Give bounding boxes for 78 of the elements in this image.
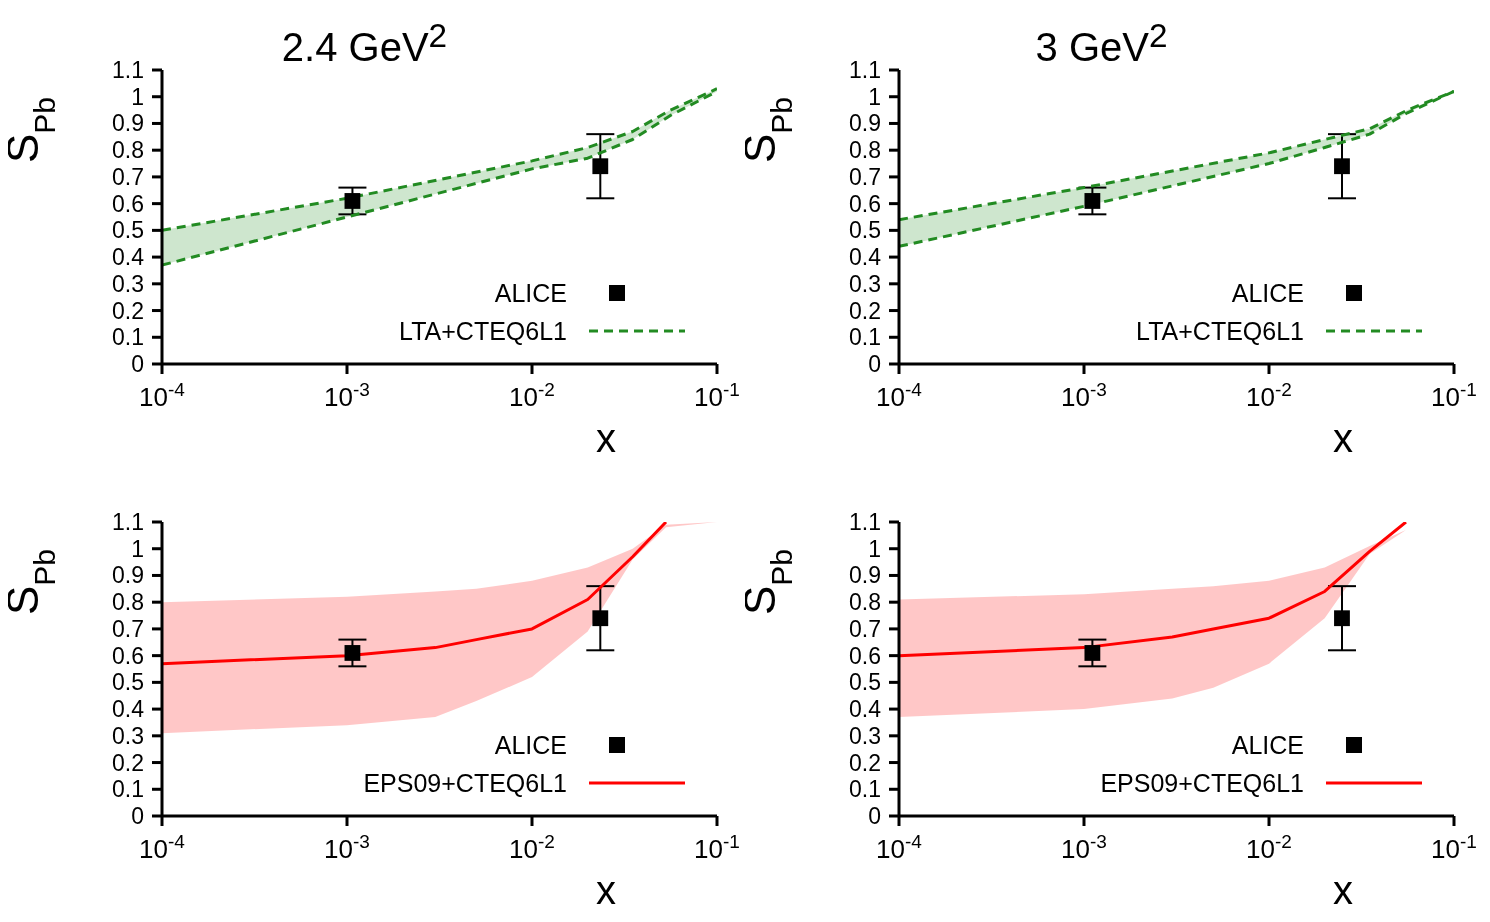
y-tick-label: 0.8: [849, 137, 881, 164]
y-tick-label: 0: [868, 351, 881, 377]
y-tick-label: 0.5: [112, 669, 144, 696]
y-tick-label: 0.4: [112, 244, 145, 271]
y-tick-label: 0: [868, 803, 881, 829]
x-tick-label: 10$^{-2}$: [509, 830, 555, 864]
y-tick-label: 1.1: [849, 57, 881, 83]
y-tick-label: 1: [868, 83, 881, 110]
y-tick-label: 0.8: [112, 589, 144, 616]
y-tick-label: 0.6: [849, 190, 881, 217]
x-axis-title: x: [596, 416, 616, 460]
x-axis-title: x: [1333, 868, 1353, 912]
y-tick-label: 0.6: [112, 190, 144, 217]
y-tick-label: 1.1: [849, 509, 881, 535]
y-tick-label: 0.7: [849, 615, 881, 642]
x-tick-label: 10$^{-2}$: [1246, 830, 1292, 864]
y-tick-label: 1: [868, 535, 881, 562]
y-tick-label: 0.7: [112, 163, 144, 190]
y-tick-label: 0.8: [849, 589, 881, 616]
x-tick-label: 10$^{-1}$: [1431, 830, 1477, 864]
x-axis-title: x: [1333, 416, 1353, 460]
x-tick-label: 10$^{-2}$: [509, 378, 555, 412]
y-tick-label: 0: [131, 803, 144, 829]
x-tick-label: 10$^{-4}$: [139, 830, 186, 864]
y-tick-label: 0.4: [112, 696, 145, 723]
y-tick-label: 0.6: [112, 642, 144, 669]
y-tick-label: 0.3: [112, 722, 144, 749]
x-tick-label: 10$^{-4}$: [139, 378, 186, 412]
legend-label: LTA+CTEQ6L1: [399, 316, 567, 346]
y-tick-label: 0.9: [112, 562, 144, 589]
x-tick-label: 10$^{-2}$: [1246, 378, 1292, 412]
y-tick-label: 0.4: [849, 244, 882, 271]
x-tick-label: 10$^{-3}$: [324, 830, 370, 864]
x-tick-label: 10$^{-4}$: [876, 378, 923, 412]
chart-title: 3 GeV$^{2}$: [1035, 17, 1168, 70]
y-tick-label: 0.1: [112, 776, 144, 803]
legend-label: LTA+CTEQ6L1: [1136, 316, 1304, 346]
y-tick-label: 0.1: [849, 324, 881, 351]
y-tick-label: 0.6: [849, 642, 881, 669]
y-tick-label: 0.3: [849, 722, 881, 749]
y-tick-label: 1: [131, 83, 144, 110]
x-axis-title: x: [596, 868, 616, 912]
y-tick-label: 0.9: [849, 110, 881, 137]
y-tick-label: 0.5: [849, 669, 881, 696]
y-tick-label: 1.1: [112, 57, 144, 83]
y-tick-label: 0.2: [112, 297, 144, 324]
legend-label: EPS09+CTEQ6L1: [1100, 768, 1304, 798]
y-tick-label: 0.7: [112, 615, 144, 642]
y-tick-label: 0.8: [112, 137, 144, 164]
y-tick-label: 0.5: [112, 217, 144, 244]
y-tick-label: 0.1: [849, 776, 881, 803]
y-tick-label: 1: [131, 535, 144, 562]
y-tick-label: 0.9: [112, 110, 144, 137]
y-tick-label: 0.3: [112, 270, 144, 297]
x-tick-label: 10$^{-1}$: [1431, 378, 1477, 412]
legend-label: ALICE: [1231, 278, 1304, 308]
legend-label: EPS09+CTEQ6L1: [363, 768, 567, 798]
y-tick-label: 0.2: [849, 749, 881, 776]
y-tick-label: 0: [131, 351, 144, 377]
y-tick-label: 0.2: [112, 749, 144, 776]
y-tick-label: 0.3: [849, 270, 881, 297]
y-tick-label: 1.1: [112, 509, 144, 535]
x-tick-label: 10$^{-3}$: [324, 378, 370, 412]
y-tick-label: 0.7: [849, 163, 881, 190]
x-tick-label: 10$^{-4}$: [876, 830, 923, 864]
y-tick-label: 0.5: [849, 217, 881, 244]
legend-label: ALICE: [1231, 730, 1304, 760]
x-tick-label: 10$^{-1}$: [694, 830, 740, 864]
x-tick-label: 10$^{-3}$: [1061, 378, 1107, 412]
y-tick-label: 0.4: [849, 696, 882, 723]
y-tick-label: 0.2: [849, 297, 881, 324]
chart-title: 2.4 GeV$^{2}$: [281, 17, 448, 70]
x-tick-label: 10$^{-3}$: [1061, 830, 1107, 864]
legend-label: ALICE: [494, 730, 567, 760]
y-tick-label: 0.9: [849, 562, 881, 589]
legend-label: ALICE: [494, 278, 567, 308]
y-tick-label: 0.1: [112, 324, 144, 351]
x-tick-label: 10$^{-1}$: [694, 378, 740, 412]
